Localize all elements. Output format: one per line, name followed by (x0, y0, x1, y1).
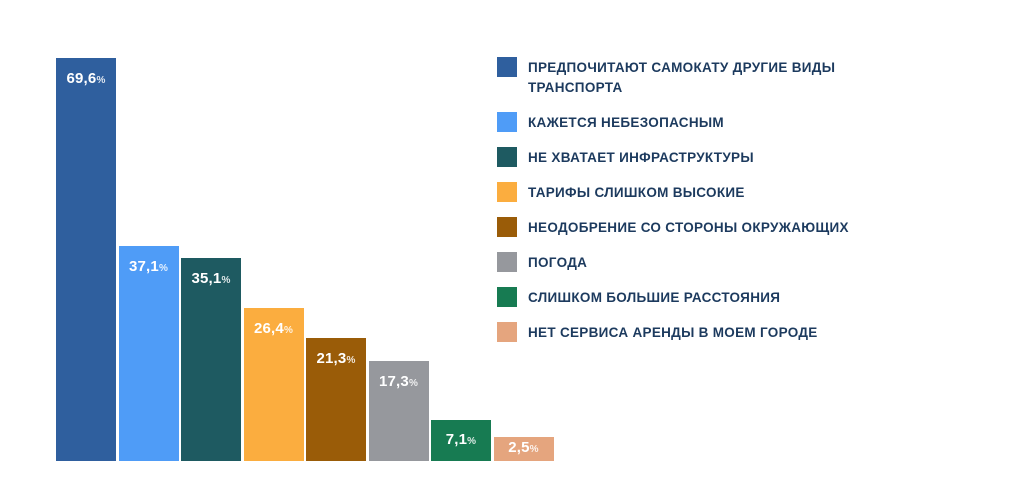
percent-sign: % (408, 378, 419, 389)
legend-label: НЕОДОБРЕНИЕ СО СТОРОНЫ ОКРУЖАЮЩИХ (528, 220, 849, 235)
percent-sign: % (529, 444, 539, 455)
bar-3: 35,1% (181, 258, 241, 461)
percent-sign: % (96, 75, 106, 86)
percent-sign: % (221, 275, 231, 286)
bar-4: 26,4% (243, 308, 304, 461)
legend-swatch-icon (497, 112, 517, 132)
bar-value-label: 21,3% (316, 350, 356, 367)
bar-value-label: 26,4% (253, 320, 294, 337)
legend-swatch-icon (497, 57, 517, 77)
legend-item-8: НЕТ СЕРВИСА АРЕНДЫ В МОЕМ ГОРОДЕ (497, 322, 917, 343)
percent-sign: % (283, 325, 294, 336)
bar-chart-plot: 69,6% 37,1% 35,1% 26,4% 21,3% 17,3% 7,1% 2,5% (56, 58, 554, 461)
legend-item-1: ПРЕДПОЧИТАЮТ САМОКАТУ ДРУГИЕ ВИДЫ ТРАНСП… (497, 57, 917, 98)
legend-label: ПОГОДА (528, 255, 588, 270)
bar-value-label: 17,3% (378, 373, 419, 390)
legend-swatch-icon (497, 147, 517, 167)
legend-item-5: НЕОДОБРЕНИЕ СО СТОРОНЫ ОКРУЖАЮЩИХ (497, 217, 917, 238)
bar-value-label: 2,5% (508, 439, 539, 456)
legend-label: КАЖЕТСЯ НЕБЕЗОПАСНЫМ (528, 115, 724, 130)
percent-sign: % (158, 263, 169, 274)
bar-value-label: 35,1% (191, 270, 231, 287)
bar-value-label: 7,1% (445, 430, 477, 448)
bar-value-label: 37,1% (128, 258, 169, 275)
bar-5: 21,3% (306, 338, 366, 461)
bar-1: 69,6% (56, 58, 116, 461)
legend-item-4: ТАРИФЫ СЛИШКОМ ВЫСОКИЕ (497, 182, 917, 203)
legend-item-2: КАЖЕТСЯ НЕБЕЗОПАСНЫМ (497, 112, 917, 133)
legend-swatch-icon (497, 182, 517, 202)
bar-7: 7,1% (431, 420, 491, 461)
legend-swatch-icon (497, 217, 517, 237)
legend-item-7: СЛИШКОМ БОЛЬШИЕ РАССТОЯНИЯ (497, 287, 917, 308)
legend-item-3: НЕ ХВАТАЕТ ИНФРАСТРУКТУРЫ (497, 147, 917, 168)
legend-label: ТАРИФЫ СЛИШКОМ ВЫСОКИЕ (528, 185, 745, 200)
bar-8: 2,5% (493, 437, 554, 461)
legend-item-6: ПОГОДА (497, 252, 917, 273)
bar-6: 17,3% (368, 361, 429, 461)
chart-legend: ПРЕДПОЧИТАЮТ САМОКАТУ ДРУГИЕ ВИДЫ ТРАНСП… (497, 57, 917, 343)
legend-swatch-icon (497, 252, 517, 272)
legend-label: НЕТ СЕРВИСА АРЕНДЫ В МОЕМ ГОРОДЕ (528, 325, 818, 340)
legend-swatch-icon (497, 322, 517, 342)
legend-swatch-icon (497, 287, 517, 307)
percent-sign: % (467, 435, 477, 447)
legend-label: НЕ ХВАТАЕТ ИНФРАСТРУКТУРЫ (528, 150, 754, 165)
bar-value-label: 69,6% (66, 70, 106, 87)
bar-2: 37,1% (118, 246, 179, 461)
legend-label: СЛИШКОМ БОЛЬШИЕ РАССТОЯНИЯ (528, 290, 781, 305)
legend-label: ПРЕДПОЧИТАЮТ САМОКАТУ ДРУГИЕ ВИДЫ ТРАНСП… (528, 60, 836, 95)
percent-sign: % (346, 355, 356, 366)
